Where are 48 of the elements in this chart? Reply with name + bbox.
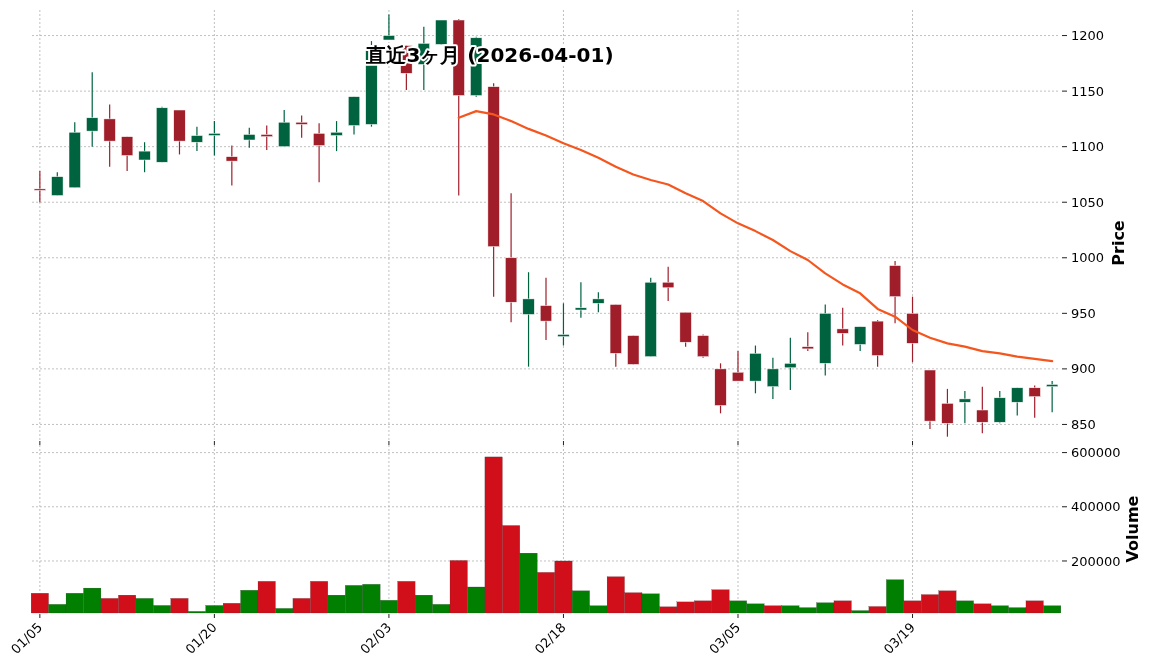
candlestick <box>662 266 675 302</box>
y-tick-label: 1200 <box>1071 28 1105 44</box>
candlestick <box>138 141 151 173</box>
candlestick <box>121 136 134 172</box>
candlestick <box>86 71 99 148</box>
y-axis-title: Price <box>1109 220 1128 266</box>
y-tick-label: 850 <box>1071 416 1096 432</box>
candlestick <box>382 13 395 41</box>
candlestick <box>225 144 238 187</box>
y-tick-label: 200000 <box>1071 553 1121 569</box>
candlestick <box>557 302 570 347</box>
candlestick <box>784 337 797 391</box>
candlestick <box>330 120 343 152</box>
candlestick <box>522 271 535 368</box>
y-tick-label: 400000 <box>1071 499 1121 515</box>
candlestick <box>51 171 64 197</box>
candlestick <box>313 122 326 183</box>
y-tick-label: 1050 <box>1071 194 1105 210</box>
candlestick <box>539 277 553 341</box>
candlestick <box>766 357 779 400</box>
y-tick-label: 950 <box>1071 305 1096 321</box>
candlestick <box>208 120 221 157</box>
y-tick-label: 1150 <box>1071 83 1105 99</box>
y-tick-label: 900 <box>1071 361 1096 377</box>
candlestick <box>731 350 744 382</box>
candlestick <box>697 333 710 359</box>
candlestick <box>941 388 954 438</box>
candlestick <box>574 281 587 319</box>
candlestick <box>33 170 46 203</box>
candlestick <box>243 127 256 149</box>
candlestick <box>976 386 989 434</box>
candlestick <box>854 326 867 352</box>
candlestick <box>801 331 814 352</box>
candlestick <box>1028 384 1041 419</box>
candlestick <box>260 124 273 151</box>
y-tick-label: 1000 <box>1071 250 1105 266</box>
y-tick-label: 600000 <box>1071 445 1121 461</box>
candlestick <box>190 126 203 152</box>
candlestick <box>1011 387 1024 417</box>
candlestick <box>103 103 116 168</box>
y-tick-label: 1100 <box>1071 139 1105 155</box>
candlestick <box>836 307 849 347</box>
candlestick <box>592 291 605 313</box>
line-series <box>457 110 1054 363</box>
candlestick <box>295 114 308 139</box>
candlestick <box>958 390 971 424</box>
candlestick <box>1046 380 1059 413</box>
y-axis-title: Volume <box>1123 495 1142 563</box>
